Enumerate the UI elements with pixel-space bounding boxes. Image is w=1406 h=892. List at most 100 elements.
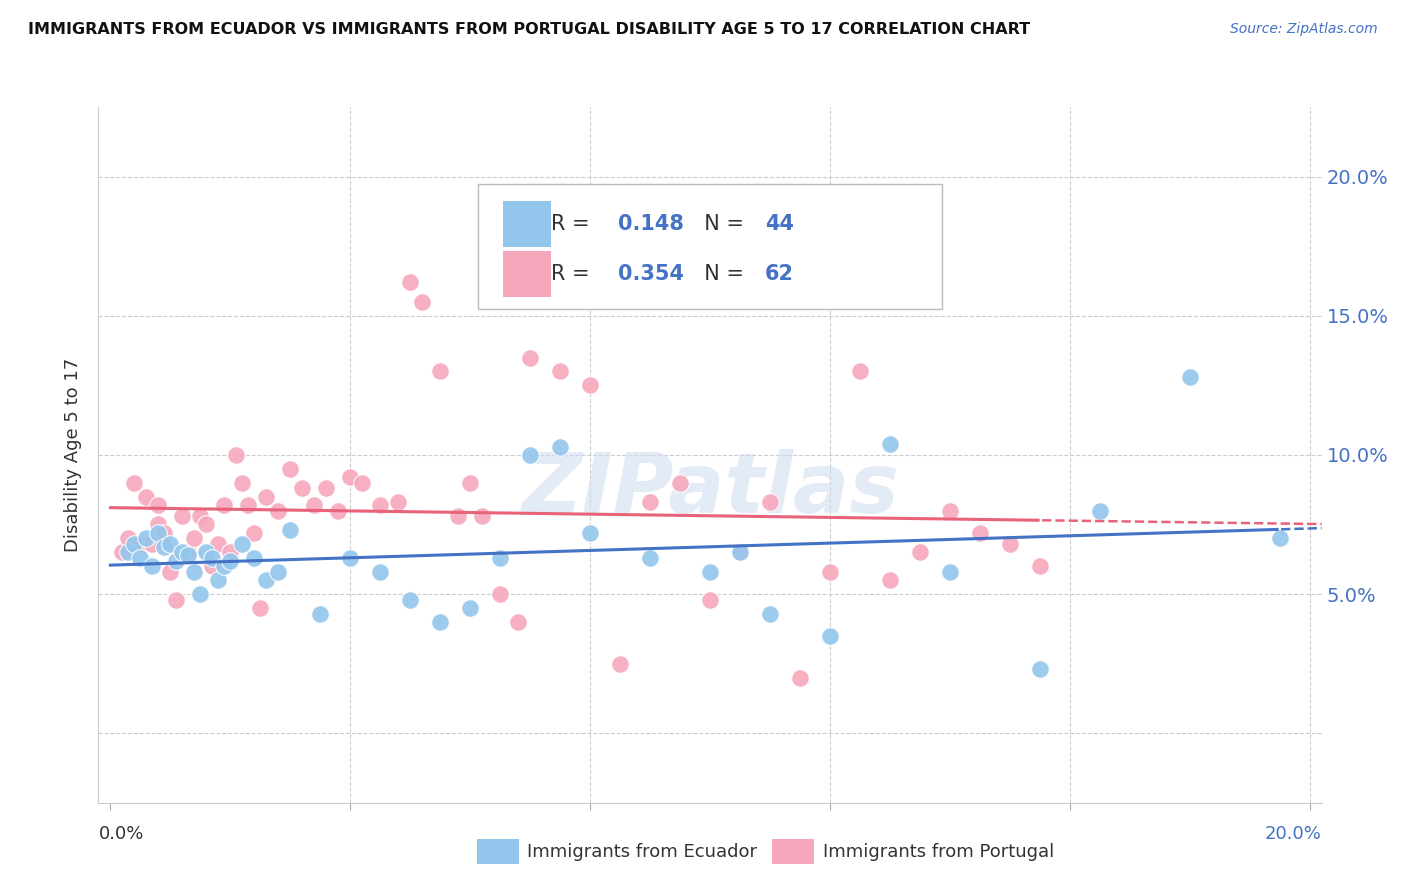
Point: [315, 481, 337, 495]
Point: [141, 559, 163, 574]
Text: 20.0%: 20.0%: [1265, 825, 1322, 843]
Point: [339, 550, 361, 565]
Text: 0.148: 0.148: [619, 214, 683, 234]
Point: [328, 503, 350, 517]
Point: [1268, 532, 1291, 546]
Point: [141, 537, 163, 551]
Point: [304, 498, 326, 512]
Point: [243, 550, 266, 565]
Point: [159, 565, 181, 579]
Point: [267, 565, 290, 579]
Text: 44: 44: [765, 214, 794, 234]
Point: [207, 573, 229, 587]
Point: [818, 629, 841, 643]
Point: [201, 550, 224, 565]
Text: R =: R =: [551, 214, 596, 234]
FancyBboxPatch shape: [503, 252, 551, 297]
Point: [309, 607, 332, 621]
Point: [508, 615, 530, 629]
Point: [669, 475, 692, 490]
Text: Immigrants from Ecuador: Immigrants from Ecuador: [527, 843, 758, 861]
Point: [1029, 662, 1052, 676]
Point: [183, 532, 205, 546]
Point: [231, 537, 253, 551]
Point: [489, 587, 512, 601]
Text: N =: N =: [692, 264, 751, 284]
Text: Source: ZipAtlas.com: Source: ZipAtlas.com: [1230, 22, 1378, 37]
Text: IMMIGRANTS FROM ECUADOR VS IMMIGRANTS FROM PORTUGAL DISABILITY AGE 5 TO 17 CORRE: IMMIGRANTS FROM ECUADOR VS IMMIGRANTS FR…: [28, 22, 1031, 37]
Point: [759, 607, 782, 621]
Text: 0.0%: 0.0%: [98, 825, 143, 843]
Point: [117, 545, 139, 559]
Point: [201, 559, 224, 574]
Y-axis label: Disability Age 5 to 17: Disability Age 5 to 17: [65, 358, 83, 552]
Point: [789, 671, 811, 685]
Point: [638, 550, 661, 565]
Point: [135, 490, 157, 504]
Point: [638, 495, 661, 509]
Point: [519, 351, 541, 365]
Point: [177, 548, 200, 562]
Point: [387, 495, 409, 509]
Text: ZIPatlas: ZIPatlas: [522, 450, 898, 530]
Point: [195, 545, 218, 559]
Point: [117, 532, 139, 546]
Point: [278, 462, 301, 476]
Point: [489, 550, 512, 565]
Point: [699, 592, 721, 607]
Point: [879, 573, 901, 587]
Point: [188, 587, 211, 601]
Point: [148, 525, 170, 540]
Point: [291, 481, 314, 495]
FancyBboxPatch shape: [503, 202, 551, 246]
Point: [399, 592, 422, 607]
Point: [254, 490, 277, 504]
Text: R =: R =: [551, 264, 596, 284]
Point: [238, 498, 260, 512]
Point: [159, 537, 181, 551]
Point: [188, 509, 211, 524]
Point: [939, 503, 962, 517]
Point: [249, 601, 271, 615]
Point: [278, 523, 301, 537]
Point: [998, 537, 1021, 551]
Point: [849, 364, 872, 378]
Point: [447, 509, 470, 524]
Point: [207, 537, 229, 551]
Point: [153, 525, 176, 540]
Point: [254, 573, 277, 587]
Point: [214, 498, 236, 512]
Point: [183, 565, 205, 579]
Point: [267, 503, 290, 517]
Point: [243, 525, 266, 540]
Point: [471, 509, 494, 524]
Point: [219, 545, 242, 559]
Point: [368, 565, 391, 579]
Point: [368, 498, 391, 512]
Point: [148, 498, 170, 512]
FancyBboxPatch shape: [478, 184, 942, 309]
Point: [429, 364, 451, 378]
Point: [124, 475, 146, 490]
Text: Immigrants from Portugal: Immigrants from Portugal: [823, 843, 1053, 861]
Text: 62: 62: [765, 264, 794, 284]
Point: [177, 545, 200, 559]
Point: [728, 545, 751, 559]
Point: [148, 517, 170, 532]
Point: [579, 378, 602, 392]
Point: [172, 509, 194, 524]
Text: 0.354: 0.354: [619, 264, 683, 284]
Point: [111, 545, 134, 559]
Point: [1029, 559, 1052, 574]
Point: [231, 475, 253, 490]
Point: [1178, 370, 1201, 384]
Point: [219, 554, 242, 568]
Point: [548, 440, 571, 454]
Point: [1088, 503, 1111, 517]
Point: [153, 540, 176, 554]
Point: [458, 475, 481, 490]
Point: [759, 495, 782, 509]
Point: [165, 554, 187, 568]
Point: [818, 565, 841, 579]
Point: [172, 545, 194, 559]
